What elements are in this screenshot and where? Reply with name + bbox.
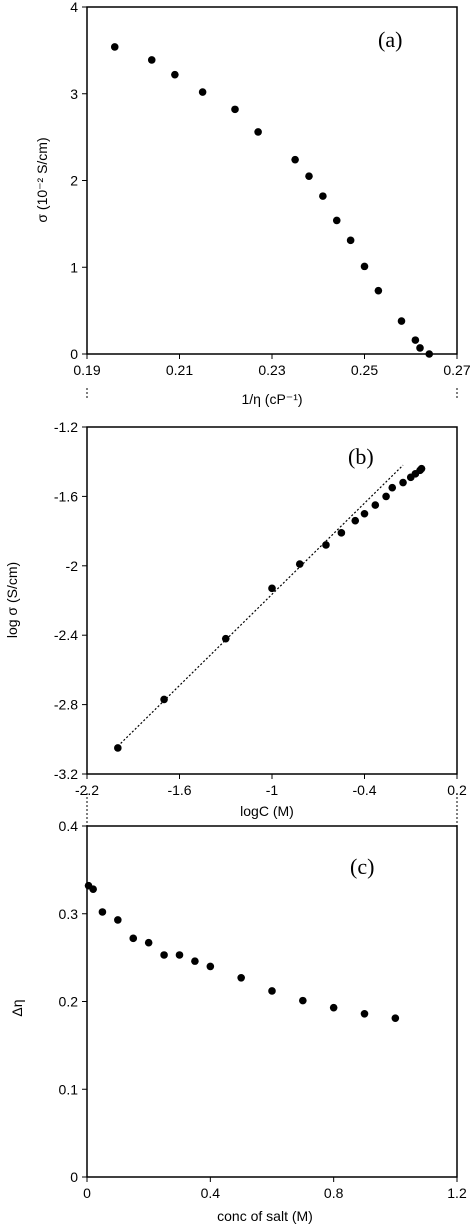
y-tick-label: 0.4 (59, 818, 79, 834)
data-point (160, 951, 168, 959)
y-tick-label: 0.2 (59, 994, 79, 1010)
y-tick-label: 0.1 (59, 1081, 79, 1097)
y-tick-label: 0 (70, 346, 78, 362)
y-tick-label: -1.6 (54, 488, 78, 504)
panel-a-frame (86, 6, 458, 355)
data-point (360, 1009, 369, 1018)
panel-c-frame (86, 825, 458, 1178)
data-point (291, 155, 299, 164)
data-point (254, 128, 262, 136)
x-tick-label: 0.23 (258, 362, 285, 378)
data-point (351, 516, 360, 525)
panel-b-fit-line (117, 464, 404, 747)
y-tick-label: -3.2 (54, 766, 78, 782)
data-point (175, 951, 184, 959)
panel-c-points (84, 881, 400, 1022)
panel-a-points (110, 43, 434, 358)
y-tick-label: 4 (70, 0, 78, 15)
panel-c-ticks: 0 0.4 0.8 1.2 0 0.1 0.2 0.3 0.4 (59, 818, 467, 1201)
data-point (346, 236, 355, 245)
data-point (371, 501, 380, 509)
data-point (399, 478, 407, 487)
data-point (416, 344, 424, 352)
data-point (295, 560, 304, 568)
x-tick-label: 1.2 (447, 1185, 467, 1201)
data-point (98, 908, 107, 916)
data-point (417, 464, 426, 473)
x-tick-label: -2.2 (75, 782, 99, 798)
data-point (160, 695, 168, 704)
y-tick-label: 2 (70, 173, 78, 189)
x-tick-label: 0.4 (201, 1185, 221, 1201)
data-point (305, 172, 313, 180)
x-tick-label: 0.25 (351, 362, 378, 378)
data-point (337, 529, 346, 537)
data-point (374, 286, 383, 295)
panel-c-tag: (c) (350, 854, 374, 879)
data-point (110, 43, 119, 51)
panel-b-points (114, 464, 426, 752)
x-tick-label: 0 (83, 1185, 91, 1201)
x-tick-label: -1 (266, 782, 279, 798)
y-tick-label: -1.2 (54, 419, 78, 435)
panel-b: -2.2 -1.6 -1 -0.4 0.2-1.2-1.6-2-2.4-2.8-3.2 … (4, 419, 467, 819)
y-tick-label: -2.4 (54, 627, 78, 643)
data-point (391, 1014, 400, 1022)
y-tick-label: -2.8 (54, 697, 78, 713)
data-point (114, 744, 122, 752)
x-tick-label: 0.21 (166, 362, 193, 378)
x-tick-label: -0.4 (352, 782, 376, 798)
y-tick-label: 0 (70, 1169, 78, 1185)
data-point (147, 56, 156, 64)
data-point (268, 584, 276, 593)
data-point (329, 1003, 338, 1012)
data-point (382, 492, 390, 501)
data-point (322, 541, 330, 549)
panel-a-ylabel: σ (10⁻² S/cm) (34, 137, 50, 222)
panel-a-tag: (a) (378, 27, 402, 52)
y-tick-label: 1 (70, 259, 78, 275)
panel-a-xlabel: 1/η (cP⁻¹) (241, 391, 302, 407)
x-tick-label: 0.27 (443, 362, 470, 378)
data-point (268, 987, 276, 995)
data-point (360, 509, 369, 518)
data-point (171, 70, 179, 79)
data-point (411, 336, 420, 344)
data-point (397, 317, 406, 325)
x-tick-label: -1.6 (167, 782, 191, 798)
panel-b-tag: (b) (348, 444, 374, 469)
data-point (191, 957, 199, 965)
data-point (299, 996, 307, 1005)
panel-a: 0.19 0.21 0.23 0.25 0.27 0 1 2 3 4 (a) 1/η (cP⁻¹)… (34, 0, 471, 407)
panel-a-ticks: 0.19 0.21 0.23 0.25 0.27 0 1 2 3 4 (70, 0, 471, 378)
data-point (360, 262, 369, 271)
data-point (114, 916, 122, 924)
panel-b-ticks: -2.2 -1.6 -1 -0.4 0.2 -1.2 -1.6 -2 -2.4 -2.8 -3.2 (54, 419, 467, 798)
data-point (89, 885, 97, 893)
panel-c-xlabel: conc of salt (M) (217, 1208, 313, 1224)
x-tick-label: 0.2 (447, 782, 467, 798)
x-tick-label: 0.19 (73, 362, 100, 378)
y-tick-label: -2 (66, 558, 79, 574)
data-point (425, 350, 434, 358)
data-point (129, 934, 138, 943)
data-point (198, 88, 207, 96)
data-point (206, 962, 215, 971)
data-point (221, 634, 230, 643)
panel-c-ylabel: Δη (9, 999, 25, 1016)
panel-b-xlabel: logC (M) (240, 803, 294, 819)
data-point (332, 216, 341, 225)
y-tick-label: 0.3 (59, 906, 79, 922)
data-point (144, 938, 153, 947)
y-tick-label: 3 (70, 86, 78, 102)
panel-b-ylabel: log σ (S/cm) (4, 562, 20, 638)
data-point (237, 974, 245, 982)
panel-c: 0 0.4 0.8 1.2 0 0.1 0.2 0.3 0.4 (c) conc of salt… (9, 818, 467, 1224)
x-tick-label: 0.8 (324, 1185, 344, 1201)
data-point (319, 192, 327, 200)
data-point (231, 105, 239, 114)
data-point (388, 483, 397, 492)
